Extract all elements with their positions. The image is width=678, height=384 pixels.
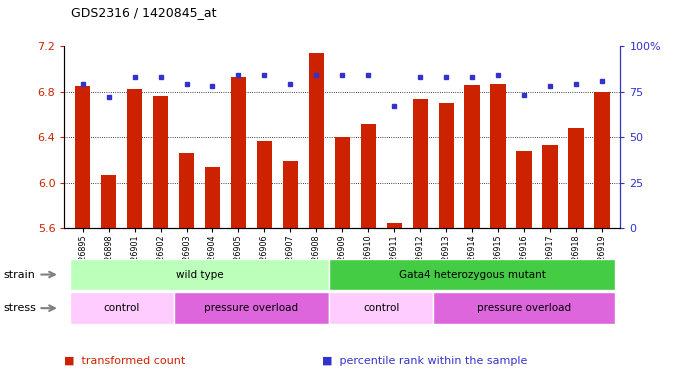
- Text: control: control: [103, 303, 140, 313]
- Text: pressure overload: pressure overload: [204, 303, 298, 313]
- Text: Gata4 heterozygous mutant: Gata4 heterozygous mutant: [399, 270, 546, 280]
- Bar: [568, 128, 584, 228]
- Bar: [101, 175, 117, 228]
- Bar: [179, 153, 195, 228]
- Bar: [490, 84, 506, 228]
- Bar: [595, 92, 610, 228]
- Bar: [308, 53, 324, 228]
- Bar: [283, 161, 298, 228]
- Text: wild type: wild type: [176, 270, 223, 280]
- Bar: [517, 151, 532, 228]
- Text: ■  transformed count: ■ transformed count: [64, 356, 186, 366]
- Bar: [70, 292, 174, 324]
- Text: strain: strain: [3, 270, 35, 280]
- Text: GDS2316 / 1420845_at: GDS2316 / 1420845_at: [71, 6, 217, 19]
- Bar: [330, 259, 615, 290]
- Text: stress: stress: [3, 303, 36, 313]
- Text: control: control: [363, 303, 399, 313]
- Bar: [70, 259, 330, 290]
- Bar: [439, 103, 454, 228]
- Text: ■  percentile rank within the sample: ■ percentile rank within the sample: [322, 356, 527, 366]
- Bar: [412, 99, 428, 228]
- Text: pressure overload: pressure overload: [477, 303, 572, 313]
- Bar: [330, 292, 433, 324]
- Bar: [335, 137, 350, 228]
- Bar: [75, 86, 90, 228]
- Bar: [464, 85, 480, 228]
- Bar: [153, 96, 168, 228]
- Bar: [257, 141, 273, 228]
- Bar: [174, 292, 330, 324]
- Bar: [386, 223, 402, 228]
- Bar: [127, 89, 142, 228]
- Bar: [205, 167, 220, 228]
- Bar: [361, 124, 376, 228]
- Bar: [542, 145, 558, 228]
- Bar: [231, 77, 246, 228]
- Bar: [433, 292, 615, 324]
